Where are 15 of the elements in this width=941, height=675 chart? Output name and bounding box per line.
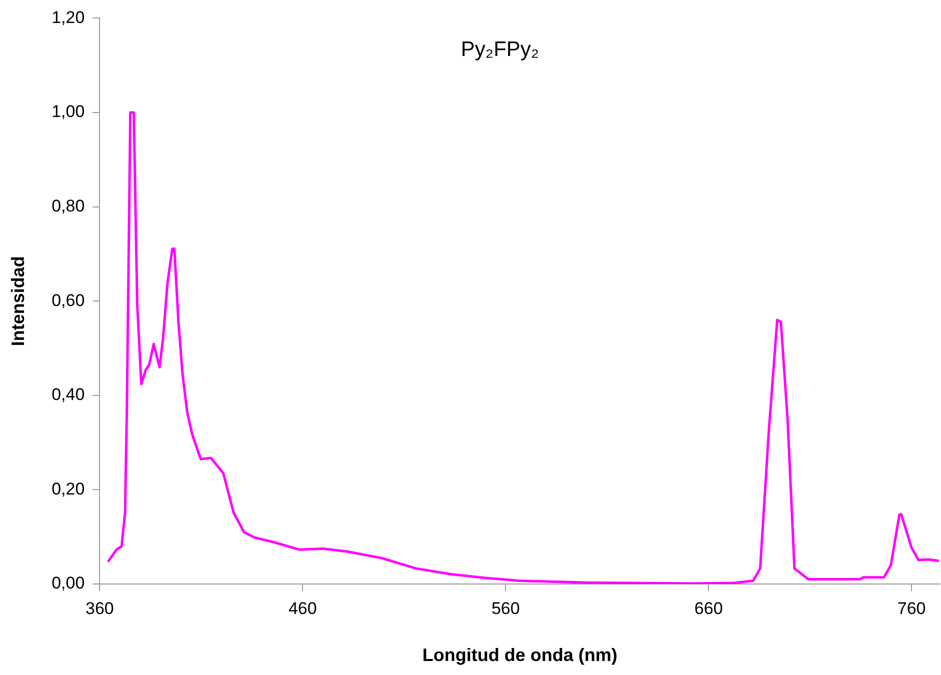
y-tick-label: 0,80 bbox=[52, 196, 85, 216]
y-tick-label: 0,40 bbox=[52, 385, 85, 404]
y-tick-label: 1,20 bbox=[52, 8, 85, 27]
x-tick-label: 460 bbox=[288, 598, 317, 618]
x-tick-label: 660 bbox=[694, 598, 723, 618]
y-tick-label: 0,00 bbox=[52, 574, 85, 593]
y-tick-label: 1,00 bbox=[52, 102, 85, 122]
y-tick-label: 0,20 bbox=[52, 479, 85, 498]
y-axis-title: Intensidad bbox=[8, 256, 28, 346]
x-axis-title: Longitud de onda (nm) bbox=[422, 645, 618, 666]
x-tick-label: 560 bbox=[491, 598, 520, 618]
text: Py₂FPy₂ bbox=[460, 38, 540, 62]
x-tick-label: 360 bbox=[86, 598, 114, 618]
y-tick-label: 0,60 bbox=[52, 290, 85, 310]
x-tick-label: 760 bbox=[897, 598, 926, 618]
